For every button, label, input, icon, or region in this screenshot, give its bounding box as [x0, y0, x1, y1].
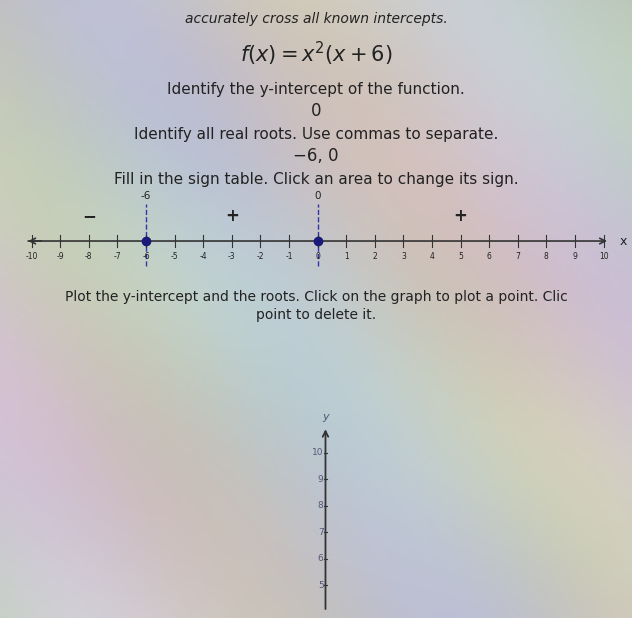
Text: 5: 5 — [458, 252, 463, 261]
Text: 5: 5 — [318, 581, 324, 590]
Text: -8: -8 — [85, 252, 92, 261]
Text: $f(x) = x^2(x + 6)$: $f(x) = x^2(x + 6)$ — [240, 40, 392, 69]
Text: Identify the y-intercept of the function.: Identify the y-intercept of the function… — [167, 82, 465, 96]
Text: 1: 1 — [344, 252, 349, 261]
Text: -2: -2 — [257, 252, 264, 261]
Text: 7: 7 — [318, 528, 324, 537]
Text: 0: 0 — [315, 252, 320, 261]
Text: 4: 4 — [430, 252, 434, 261]
Text: 10: 10 — [599, 252, 609, 261]
Text: 9: 9 — [573, 252, 578, 261]
Text: -7: -7 — [114, 252, 121, 261]
Text: y: y — [322, 412, 329, 423]
Text: 9: 9 — [318, 475, 324, 484]
Text: -4: -4 — [199, 252, 207, 261]
Text: +: + — [225, 207, 239, 226]
Text: x: x — [619, 234, 627, 248]
Text: −6, 0: −6, 0 — [293, 147, 339, 165]
Text: 10: 10 — [312, 449, 324, 457]
Text: 7: 7 — [515, 252, 520, 261]
Text: 0: 0 — [314, 191, 321, 201]
Text: point to delete it.: point to delete it. — [256, 308, 376, 322]
Text: Fill in the sign table. Click an area to change its sign.: Fill in the sign table. Click an area to… — [114, 172, 518, 187]
Text: -3: -3 — [228, 252, 236, 261]
Text: Identify all real roots. Use commas to separate.: Identify all real roots. Use commas to s… — [134, 127, 498, 142]
Text: -10: -10 — [25, 252, 38, 261]
Text: 2: 2 — [372, 252, 377, 261]
Text: 3: 3 — [401, 252, 406, 261]
Text: -6: -6 — [142, 252, 150, 261]
Text: 8: 8 — [318, 501, 324, 510]
Text: 0: 0 — [311, 102, 321, 120]
Text: 8: 8 — [544, 252, 549, 261]
Text: accurately cross all known intercepts.: accurately cross all known intercepts. — [185, 12, 447, 27]
Text: +: + — [454, 207, 468, 226]
Text: -1: -1 — [285, 252, 293, 261]
Text: -9: -9 — [56, 252, 64, 261]
Text: -6: -6 — [141, 191, 151, 201]
Text: 6: 6 — [318, 554, 324, 564]
Text: Plot the y-intercept and the roots. Click on the graph to plot a point. Clic: Plot the y-intercept and the roots. Clic… — [64, 290, 568, 305]
Text: −: − — [82, 207, 95, 226]
Text: 6: 6 — [487, 252, 492, 261]
Text: -5: -5 — [171, 252, 178, 261]
